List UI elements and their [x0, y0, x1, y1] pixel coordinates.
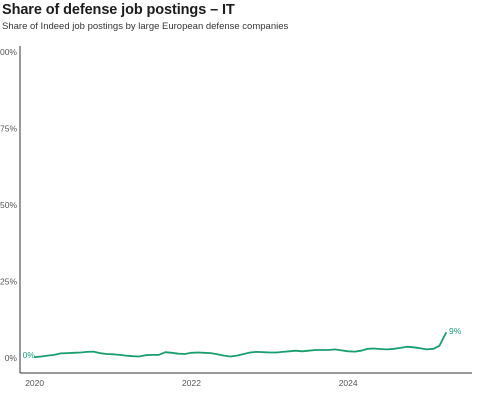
series-line [33, 332, 447, 358]
chart-subtitle: Share of Indeed job postings by large Eu… [2, 21, 289, 32]
y-tick-label: 25% [0, 277, 17, 287]
end-value-label: 9% [449, 326, 462, 336]
y-tick-label: 0% [5, 353, 18, 363]
y-tick-label: 50% [0, 200, 17, 210]
y-axis-ticks: 0% 25% 50% 75% 100% [0, 47, 17, 363]
x-axis-ticks: 2020 2022 2024 [25, 378, 358, 388]
x-tick-label: 2022 [182, 378, 201, 388]
chart-title: Share of defense job postings – IT [2, 2, 235, 18]
y-tick-label: 75% [0, 124, 17, 134]
start-value-label: 0% [23, 350, 36, 360]
y-tick-label: 100% [0, 47, 17, 57]
x-tick-label: 2020 [25, 378, 44, 388]
x-tick-label: 2024 [339, 378, 358, 388]
